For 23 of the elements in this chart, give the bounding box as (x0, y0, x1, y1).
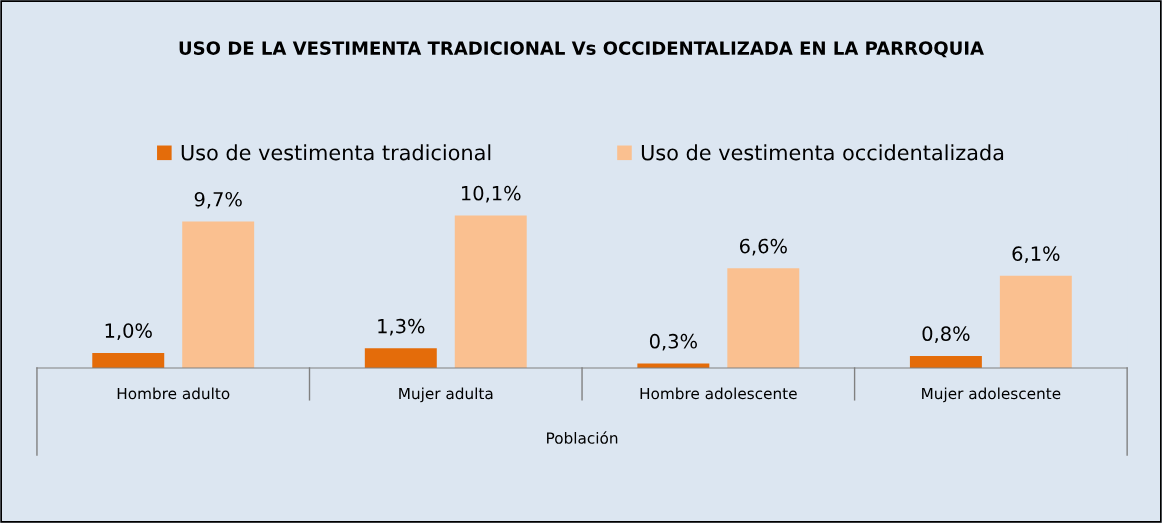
data-label: 1,3% (378, 318, 425, 336)
bar (909, 355, 982, 368)
data-label: 6,6% (739, 238, 787, 256)
data-label: 1,0% (105, 323, 152, 340)
chart-title: USO DE LA VESTIMENTA TRADICIONAL Vs OCCIDENTALIZADA EN LA PARROQUIA (179, 41, 984, 58)
x-tick-label: Hombre adulto (117, 387, 230, 400)
legend-label: Uso de vestimenta tradicional (181, 144, 491, 161)
x-axis-title: Población (547, 431, 618, 444)
bar (92, 352, 165, 368)
data-label: 6,1% (1012, 246, 1060, 263)
data-label: 0,8% (922, 326, 970, 344)
bar (727, 268, 800, 368)
legend-label: Uso de vestimenta occidentalizada (641, 144, 1004, 161)
bar (364, 348, 437, 368)
bar (999, 275, 1072, 368)
bar (454, 215, 527, 368)
x-tick-label: Mujer adolescente (922, 387, 1061, 403)
data-label: 9,7% (194, 191, 242, 209)
x-tick-label: Hombre adolescente (640, 387, 797, 400)
data-label: 10,1% (461, 185, 521, 203)
x-tick-label: Mujer adulta (399, 387, 493, 403)
bar (182, 221, 255, 368)
data-label: 0,3% (649, 333, 697, 351)
